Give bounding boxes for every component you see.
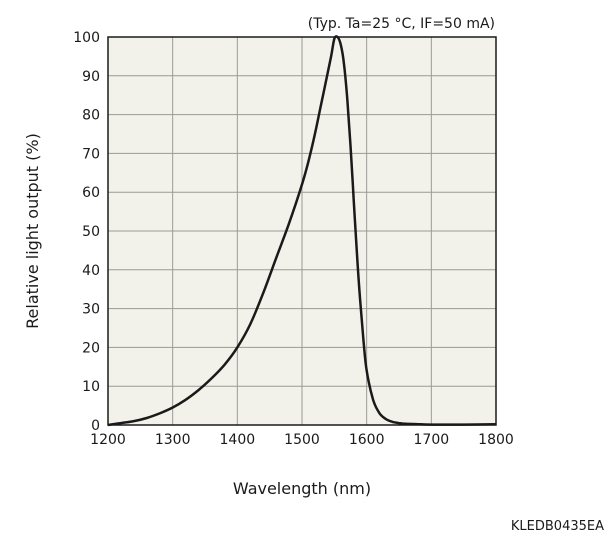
x-tick-label: 1200 — [90, 432, 126, 448]
y-tick-label: 90 — [82, 69, 100, 85]
x-tick-label: 1400 — [220, 432, 256, 448]
y-tick-label: 40 — [82, 263, 100, 279]
x-tick-labels: 1200 1300 1400 1500 1600 1700 1800 — [90, 432, 514, 448]
x-tick-label: 1300 — [155, 432, 191, 448]
spectrum-curve — [107, 35, 497, 427]
y-tick-label: 0 — [91, 418, 100, 434]
grid — [108, 37, 496, 425]
plot-frame — [107, 36, 497, 426]
x-tick-label: 1600 — [349, 432, 385, 448]
y-tick-label: 20 — [82, 340, 100, 356]
y-tick-label: 100 — [73, 30, 100, 46]
y-tick-label: 60 — [82, 185, 100, 201]
y-tick-label: 70 — [82, 146, 100, 162]
curve-layer — [107, 35, 497, 427]
y-tick-label: 50 — [82, 224, 100, 240]
y-axis-title: Relative light output (%) — [23, 133, 42, 329]
y-tick-label: 30 — [82, 302, 100, 318]
y-tick-labels: 0 10 20 30 40 50 60 70 80 90 100 — [73, 30, 100, 434]
document-code: KLEDB0435EA — [511, 519, 604, 534]
x-axis-title: Wavelength (nm) — [233, 479, 371, 498]
y-tick-label: 10 — [82, 379, 100, 395]
x-tick-label: 1800 — [478, 432, 514, 448]
y-tick-label: 80 — [82, 108, 100, 124]
x-tick-label: 1500 — [284, 432, 320, 448]
measurement-conditions: (Typ. Ta=25 °C, IF=50 mA) — [308, 16, 495, 32]
x-tick-label: 1700 — [414, 432, 450, 448]
